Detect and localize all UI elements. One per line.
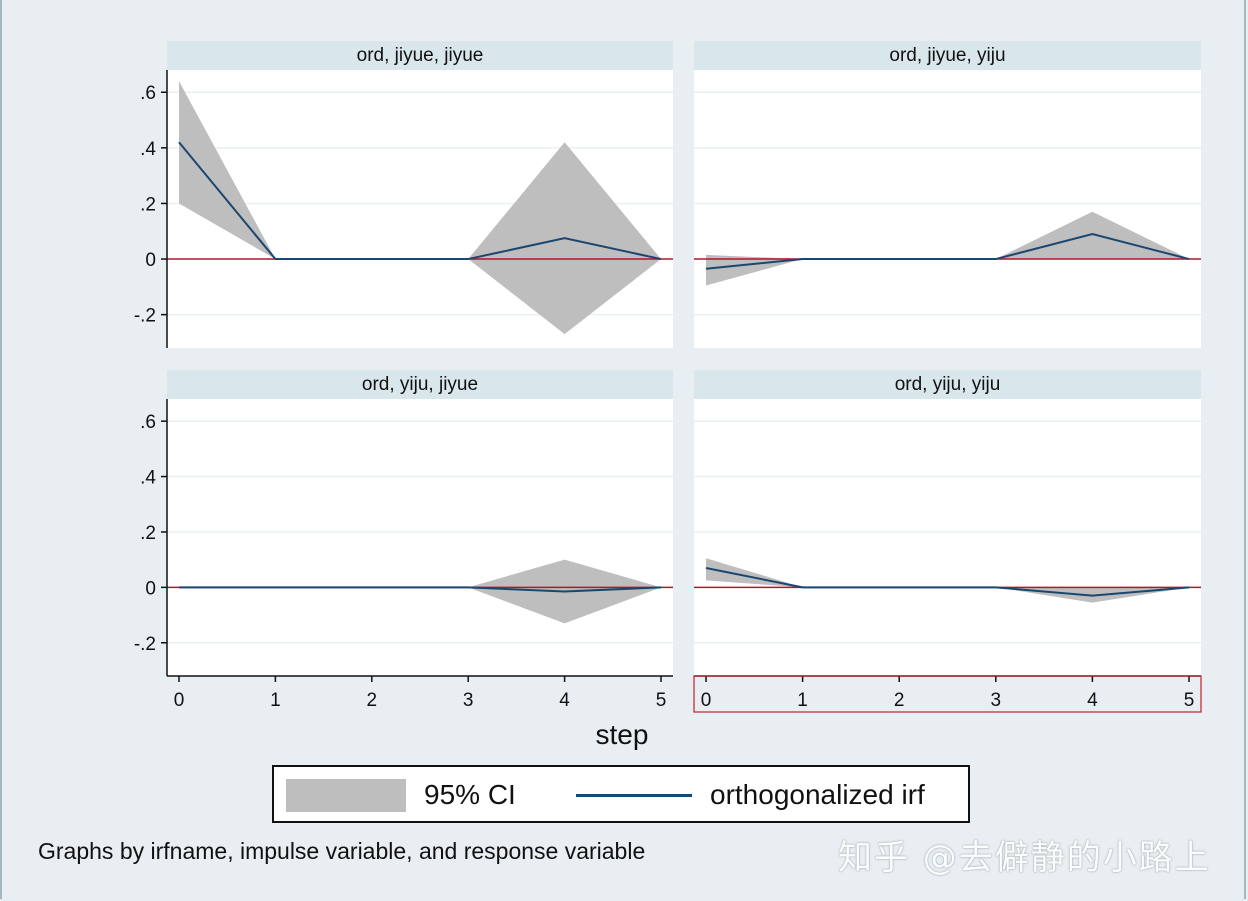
panel-title: ord, yiju, yiju (895, 374, 1001, 395)
selection-outline (693, 675, 1202, 713)
x-tick-label: 3 (463, 690, 474, 711)
panel-title: ord, jiyue, jiyue (357, 45, 484, 66)
x-axis-title: step (595, 719, 649, 750)
x-tick-label: 0 (174, 690, 185, 711)
x-tick-label: 1 (797, 690, 808, 711)
irf-line (705, 566, 1190, 597)
panel-strip (694, 370, 1201, 399)
x-tick-label: 5 (656, 690, 667, 711)
y-tick-label: -.2 (134, 306, 156, 327)
x-tick-label: 0 (701, 690, 712, 711)
y-tick-label: .4 (140, 468, 156, 489)
panel-title: ord, jiyue, yiju (889, 45, 1005, 66)
x-tick-label: 2 (894, 690, 905, 711)
legend: 95% CI orthogonalized irf (272, 765, 970, 823)
y-tick-label: 0 (145, 250, 156, 271)
x-tick-label: 1 (270, 690, 281, 711)
y-tick-label: .6 (140, 83, 156, 104)
plot-region (694, 399, 1201, 676)
irf-line (705, 232, 1190, 270)
watermark: 知乎 @去僻静的小路上 (838, 838, 1211, 878)
x-tick-label: 4 (1087, 690, 1098, 711)
y-tick-label: 0 (145, 578, 156, 599)
y-tick-label: .2 (140, 194, 156, 215)
plot-region (694, 70, 1201, 348)
y-tick-label: -.2 (134, 634, 156, 655)
ci-band (179, 81, 661, 335)
legend-irf-label: orthogonalized irf (710, 779, 925, 810)
ci-band (179, 559, 661, 624)
irf-line (178, 141, 662, 261)
x-tick-label: 2 (367, 690, 378, 711)
panel-strip (167, 41, 673, 70)
irf-line (179, 586, 662, 593)
y-tick-label: .6 (140, 412, 156, 433)
panel-strip (694, 41, 1201, 70)
x-tick-label: 5 (1184, 690, 1195, 711)
panel-strip (167, 370, 673, 399)
y-tick-label: .4 (140, 139, 156, 160)
ci-band (706, 558, 1189, 603)
legend-ci-label: 95% CI (424, 779, 516, 810)
x-tick-label: 3 (991, 690, 1002, 711)
legend-irf-line (576, 794, 692, 797)
graph-note: Graphs by irfname, impulse variable, and… (38, 838, 646, 864)
y-tick-label: .2 (140, 523, 156, 544)
legend-ci-swatch (286, 779, 406, 812)
panel-title: ord, yiju, jiyue (362, 374, 478, 395)
ci-band (706, 211, 1189, 286)
plot-region (167, 399, 673, 676)
x-tick-label: 4 (559, 690, 570, 711)
